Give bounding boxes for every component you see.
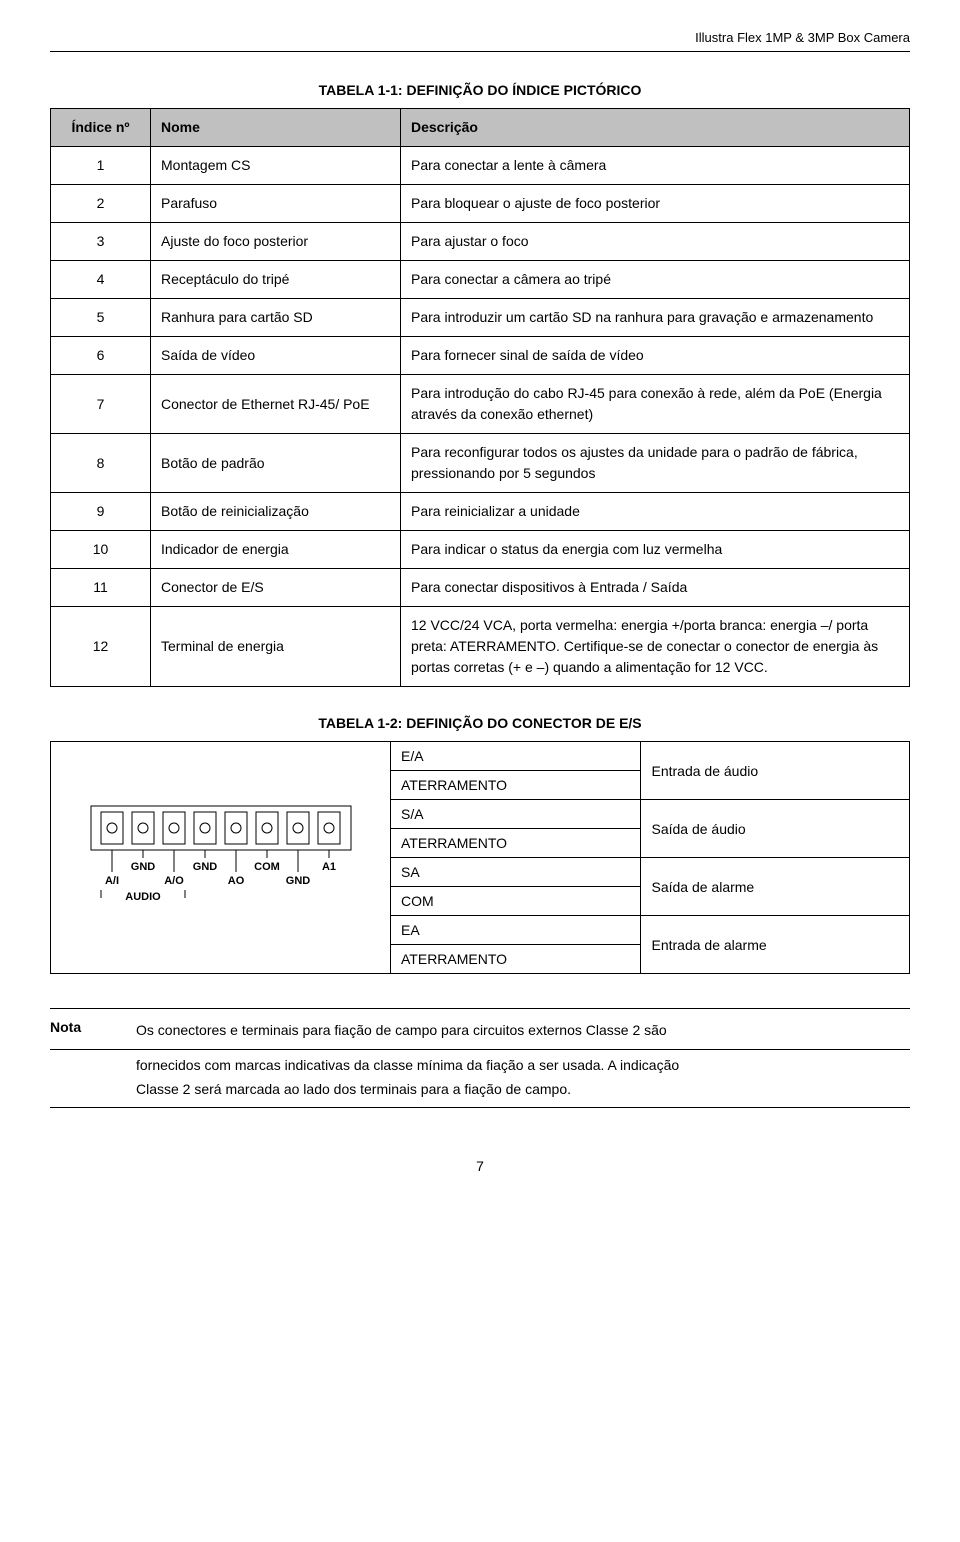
table1-header-row: Índice nº Nome Descrição xyxy=(51,109,910,147)
cell-desc: Para introduzir um cartão SD na ranhura … xyxy=(401,299,910,337)
note-block: Nota Os conectores e terminais para fiaç… xyxy=(50,1008,910,1108)
svg-text:AO: AO xyxy=(227,875,244,887)
svg-text:AUDIO: AUDIO xyxy=(125,891,161,903)
cell-name: Conector de E/S xyxy=(151,569,401,607)
note-divider-mid xyxy=(50,1049,910,1050)
table1-col-name: Nome xyxy=(151,109,401,147)
cell-desc: Para fornecer sinal de saída de vídeo xyxy=(401,337,910,375)
table1-title-text: TABELA 1-1: DEFINIÇÃO DO ÍNDICE PICTÓRIC… xyxy=(319,82,642,98)
io-c2: Saída de alarme xyxy=(641,858,910,916)
table-row: 7Conector de Ethernet RJ-45/ PoEPara int… xyxy=(51,375,910,434)
cell-desc: Para indicar o status da energia com luz… xyxy=(401,531,910,569)
cell-idx: 7 xyxy=(51,375,151,434)
cell-name: Parafuso xyxy=(151,185,401,223)
page-footer: 7 xyxy=(50,1158,910,1174)
table-row: 2ParafusoPara bloquear o ajuste de foco … xyxy=(51,185,910,223)
cell-name: Ajuste do foco posterior xyxy=(151,223,401,261)
cell-idx: 1 xyxy=(51,147,151,185)
io-c1: EA xyxy=(391,916,641,945)
cell-name: Terminal de energia xyxy=(151,607,401,687)
io-c2: Entrada de alarme xyxy=(641,916,910,974)
table-row: 4Receptáculo do tripéPara conectar a câm… xyxy=(51,261,910,299)
table-row: GNDGNDCOMA1A/IA/OAOGNDAUDIOE/AEntrada de… xyxy=(51,742,910,771)
cell-desc: Para reconfigurar todos os ajustes da un… xyxy=(401,434,910,493)
cell-idx: 12 xyxy=(51,607,151,687)
svg-text:GND: GND xyxy=(192,861,217,873)
io-c1: S/A xyxy=(391,800,641,829)
io-c2: Saída de áudio xyxy=(641,800,910,858)
cell-desc: Para conectar a câmera ao tripé xyxy=(401,261,910,299)
cell-idx: 9 xyxy=(51,493,151,531)
note-text: Os conectores e terminais para fiação de… xyxy=(136,1019,667,1043)
table1-col-idx: Índice nº xyxy=(51,109,151,147)
connector-cell: GND GND COM A1 A/I A/O AO GND AUDIO xyxy=(51,742,391,974)
cell-idx: 2 xyxy=(51,185,151,223)
connector-diagram: GND GND COM A1 A/I A/O AO GND AUDIO xyxy=(71,798,371,918)
table-row: 9Botão de reinicializaçãoPara reiniciali… xyxy=(51,493,910,531)
cell-name: Conector de Ethernet RJ-45/ PoE xyxy=(151,375,401,434)
svg-text:GND: GND xyxy=(285,875,310,887)
table1: Índice nº Nome Descrição 1Montagem CSPar… xyxy=(50,108,910,687)
table2-title-text: TABELA 1-2: DEFINIÇÃO DO CONECTOR DE E/S xyxy=(318,715,641,731)
table-row: 8Botão de padrãoPara reconfigurar todos … xyxy=(51,434,910,493)
cell-idx: 3 xyxy=(51,223,151,261)
cell-name: Indicador de energia xyxy=(151,531,401,569)
table-row: 10Indicador de energiaPara indicar o sta… xyxy=(51,531,910,569)
note-label: Nota xyxy=(50,1019,100,1035)
table1-title: TABELA 1-1: DEFINIÇÃO DO ÍNDICE PICTÓRIC… xyxy=(50,82,910,98)
svg-text:A1: A1 xyxy=(321,861,335,873)
io-c2: Entrada de áudio xyxy=(641,742,910,800)
cell-idx: 6 xyxy=(51,337,151,375)
cell-name: Botão de padrão xyxy=(151,434,401,493)
table-row: 5Ranhura para cartão SDPara introduzir u… xyxy=(51,299,910,337)
note-line1: Os conectores e terminais para fiação de… xyxy=(136,1022,667,1038)
table2-title: TABELA 1-2: DEFINIÇÃO DO CONECTOR DE E/S xyxy=(50,715,910,731)
cell-desc: Para bloquear o ajuste de foco posterior xyxy=(401,185,910,223)
table-row: 12Terminal de energia12 VCC/24 VCA, port… xyxy=(51,607,910,687)
product-header: Illustra Flex 1MP & 3MP Box Camera xyxy=(50,30,910,45)
cell-idx: 11 xyxy=(51,569,151,607)
note-text2: fornecidos com marcas indicativas da cla… xyxy=(136,1054,679,1102)
io-c1: SA xyxy=(391,858,641,887)
cell-desc: Para ajustar o foco xyxy=(401,223,910,261)
cell-idx: 5 xyxy=(51,299,151,337)
svg-text:COM: COM xyxy=(254,861,280,873)
cell-name: Montagem CS xyxy=(151,147,401,185)
cell-desc: Para reinicializar a unidade xyxy=(401,493,910,531)
io-c1: E/A xyxy=(391,742,641,771)
table-row: 11Conector de E/SPara conectar dispositi… xyxy=(51,569,910,607)
cell-idx: 8 xyxy=(51,434,151,493)
header-divider xyxy=(50,51,910,52)
cell-idx: 10 xyxy=(51,531,151,569)
cell-idx: 4 xyxy=(51,261,151,299)
note-line3: Classe 2 será marcada ao lado dos termin… xyxy=(136,1081,571,1097)
cell-desc: 12 VCC/24 VCA, porta vermelha: energia +… xyxy=(401,607,910,687)
cell-name: Ranhura para cartão SD xyxy=(151,299,401,337)
table-row: 1Montagem CSPara conectar a lente à câme… xyxy=(51,147,910,185)
cell-name: Saída de vídeo xyxy=(151,337,401,375)
cell-desc: Para conectar a lente à câmera xyxy=(401,147,910,185)
table-row: 6Saída de vídeoPara fornecer sinal de sa… xyxy=(51,337,910,375)
cell-name: Botão de reinicialização xyxy=(151,493,401,531)
table-row: 3Ajuste do foco posteriorPara ajustar o … xyxy=(51,223,910,261)
note-line2: fornecidos com marcas indicativas da cla… xyxy=(136,1057,679,1073)
io-c1: ATERRAMENTO xyxy=(391,771,641,800)
note-divider-top xyxy=(50,1008,910,1009)
table2-wrap: GNDGNDCOMA1A/IA/OAOGNDAUDIOE/AEntrada de… xyxy=(50,741,910,974)
note-divider-bottom xyxy=(50,1107,910,1108)
cell-name: Receptáculo do tripé xyxy=(151,261,401,299)
io-c1: ATERRAMENTO xyxy=(391,945,641,974)
cell-desc: Para conectar dispositivos à Entrada / S… xyxy=(401,569,910,607)
io-c1: ATERRAMENTO xyxy=(391,829,641,858)
io-c1: COM xyxy=(391,887,641,916)
svg-text:A/O: A/O xyxy=(164,875,184,887)
table1-col-desc: Descrição xyxy=(401,109,910,147)
table2: GNDGNDCOMA1A/IA/OAOGNDAUDIOE/AEntrada de… xyxy=(50,741,910,974)
cell-desc: Para introdução do cabo RJ-45 para conex… xyxy=(401,375,910,434)
svg-text:A/I: A/I xyxy=(104,875,118,887)
svg-text:GND: GND xyxy=(130,861,155,873)
